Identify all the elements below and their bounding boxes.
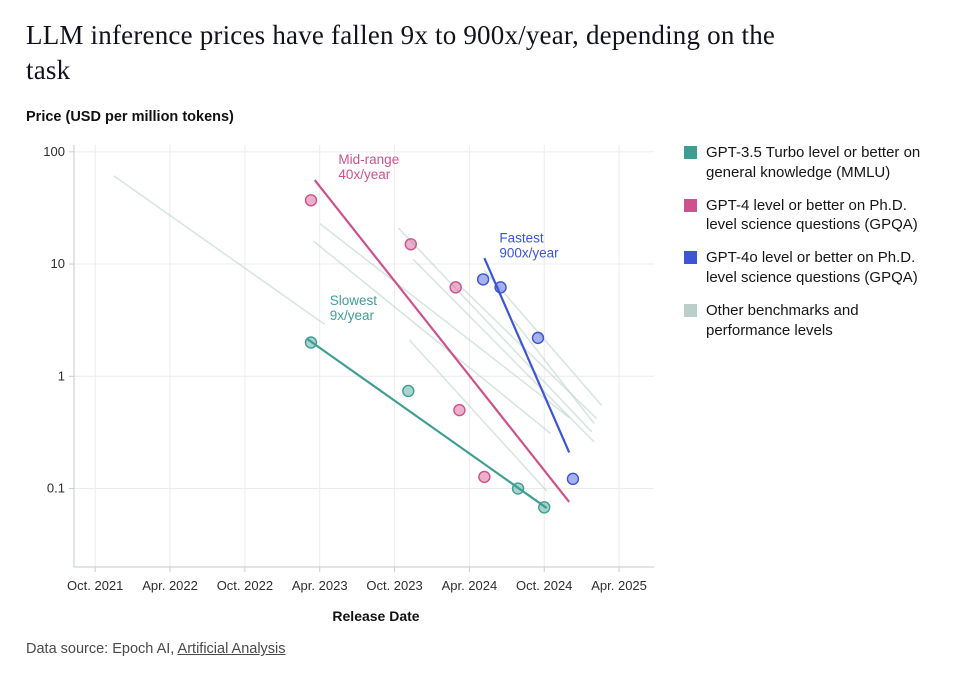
x-tick-label: Apr. 2022	[142, 578, 198, 593]
data-point	[511, 482, 525, 495]
trend-annotation: 40x/year	[338, 167, 390, 182]
data-point	[478, 470, 491, 484]
legend: GPT-3.5 Turbo level or better on general…	[684, 131, 934, 340]
benchmark-trend-line	[408, 339, 548, 492]
y-tick-label: 10	[51, 256, 65, 271]
legend-item: GPT-4o level or better on Ph.D. level sc…	[684, 248, 934, 288]
data-point	[304, 194, 318, 207]
data-point	[449, 281, 462, 294]
legend-label: GPT-4o level or better on Ph.D. level sc…	[706, 249, 918, 287]
series-trend-line	[483, 257, 571, 453]
legend-item: GPT-3.5 Turbo level or better on general…	[684, 143, 934, 183]
y-axis-title: Price (USD per million tokens)	[26, 109, 234, 126]
legend-label: Other benchmarks and performance levels	[706, 301, 859, 339]
series-trend-line	[313, 179, 571, 503]
data-point	[531, 331, 545, 345]
data-point	[476, 273, 490, 286]
benchmark-trend-line	[312, 240, 551, 435]
trend-annotation: 900x/year	[499, 246, 559, 261]
legend-swatch-icon	[684, 198, 697, 212]
legend-swatch-icon	[684, 303, 697, 317]
x-tick-label: Oct. 2024	[516, 578, 572, 593]
y-tick-label: 1	[58, 368, 65, 383]
data-point	[402, 384, 415, 398]
chart-area: 100 10 1 0.1 Oct. 2021 Apr. 2022 Oct. 2022 Apr.…	[26, 131, 676, 631]
benchmark-trend-line	[513, 320, 595, 425]
x-tick-label: Oct. 2021	[67, 578, 123, 593]
data-point	[494, 281, 507, 294]
series-trend-line	[306, 338, 548, 510]
data-point	[566, 472, 580, 486]
data-source-note: Data source: Epoch AI, Artificial Analys…	[26, 641, 934, 657]
x-tick-label: Oct. 2022	[217, 578, 273, 593]
benchmark-trend-line	[460, 286, 598, 420]
y-tick-label: 0.1	[47, 481, 65, 496]
data-point	[453, 403, 466, 417]
trend-annotation: 9x/year	[330, 308, 375, 323]
artificial-analysis-link[interactable]: Artificial Analysis	[177, 641, 286, 658]
data-source-prefix: Data source: Epoch AI,	[26, 641, 178, 658]
legend-item: Other benchmarks and performance levels	[684, 301, 934, 341]
x-tick-label: Apr. 2025	[591, 578, 647, 593]
benchmark-trend-line	[113, 175, 326, 326]
page: LLM inference prices have fallen 9x to 9…	[26, 20, 934, 657]
y-tick-label: 100	[43, 144, 65, 159]
chart-svg: 100 10 1 0.1 Oct. 2021 Apr. 2022 Oct. 2022 Apr.…	[43, 144, 654, 624]
legend-swatch-icon	[684, 146, 697, 160]
legend-item: GPT-4 level or better on Ph.D. level sci…	[684, 196, 934, 236]
data-point	[538, 501, 551, 514]
trend-annotation: Slowest	[330, 293, 378, 308]
x-axis-title: Release Date	[332, 608, 419, 624]
x-tick-label: Apr. 2023	[292, 578, 348, 593]
page-title: LLM inference prices have fallen 9x to 9…	[26, 20, 776, 85]
legend-label: GPT-4 level or better on Ph.D. level sci…	[706, 196, 918, 234]
data-point	[304, 336, 318, 349]
legend-swatch-icon	[684, 251, 697, 265]
x-tick-label: Oct. 2023	[366, 578, 422, 593]
trend-annotation: Mid-range	[338, 152, 399, 167]
trend-annotation: Fastest	[499, 231, 544, 246]
benchmark-trend-line	[319, 222, 570, 419]
x-tick-label: Apr. 2024	[442, 578, 498, 593]
data-point	[404, 238, 417, 251]
chart-row: 100 10 1 0.1 Oct. 2021 Apr. 2022 Oct. 2022 Apr.…	[26, 131, 934, 631]
legend-label: GPT-3.5 Turbo level or better on general…	[706, 144, 921, 181]
benchmark-trend-line	[412, 258, 595, 443]
benchmark-trend-line	[397, 227, 593, 433]
